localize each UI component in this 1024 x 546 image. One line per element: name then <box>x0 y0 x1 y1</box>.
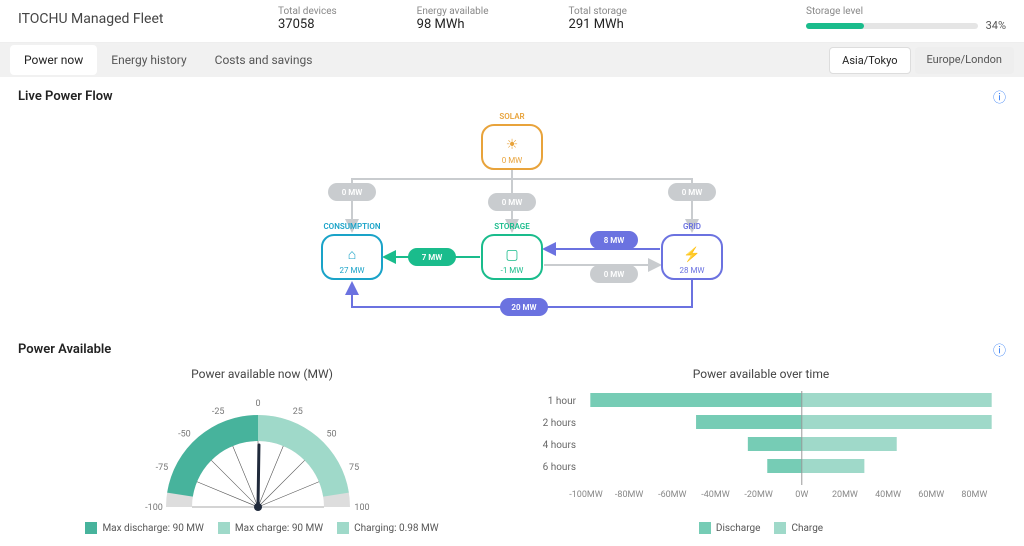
stat-label: Energy available <box>417 6 489 17</box>
timezone-asia-tokyo[interactable]: Asia/Tokyo <box>829 47 910 74</box>
svg-text:☀: ☀ <box>506 137 519 153</box>
overtime-title: Power available over time <box>516 367 1006 381</box>
svg-text:0W: 0W <box>795 490 808 500</box>
overtime-chart: 1 hour 2 hours 4 hours 6 hours -100MW -80MW -6… <box>516 385 1006 515</box>
legend-label: Charging: 0.98 MW <box>354 523 438 534</box>
svg-text:SOLAR: SOLAR <box>499 112 524 121</box>
svg-text:-100MW: -100MW <box>569 490 603 500</box>
storage-level-bar <box>806 23 978 29</box>
help-icon[interactable]: ⓘ <box>993 340 1006 359</box>
svg-text:-20MW: -20MW <box>744 490 772 500</box>
svg-text:28 MW: 28 MW <box>679 266 704 275</box>
svg-text:60MW: 60MW <box>918 490 944 500</box>
power-flow-diagram: SOLAR ☀ 0 MW CONSUMPTION ⌂ 27 MW STORAGE ▢ -1 MW… <box>262 112 762 322</box>
svg-text:7 MW: 7 MW <box>422 253 443 262</box>
stat-label: Storage level <box>806 6 1006 17</box>
storage-level-pct: 34% <box>986 19 1006 32</box>
help-icon[interactable]: ⓘ <box>993 87 1006 106</box>
stat-label: Total storage <box>569 6 627 17</box>
gauge-chart: -100 -75 -50 -25 0 25 50 75 100 <box>18 385 498 515</box>
svg-text:-1 MW: -1 MW <box>501 266 524 275</box>
section-title-power-available: Power Available <box>18 342 111 357</box>
svg-text:50: 50 <box>326 429 336 439</box>
svg-text:STORAGE: STORAGE <box>494 222 530 231</box>
svg-text:20MW: 20MW <box>832 490 858 500</box>
svg-text:▢: ▢ <box>505 247 518 263</box>
svg-text:0 MW: 0 MW <box>502 156 523 165</box>
legend-label: Max discharge: 90 MW <box>102 523 203 534</box>
svg-text:0: 0 <box>255 399 260 409</box>
svg-text:6 hours: 6 hours <box>543 462 576 473</box>
svg-text:-75: -75 <box>156 463 169 473</box>
svg-text:0 MW: 0 MW <box>502 198 523 207</box>
svg-text:-25: -25 <box>212 407 225 417</box>
svg-text:-100: -100 <box>145 503 163 513</box>
legend-label: Discharge <box>716 523 761 534</box>
top-stats-bar: ITOCHU Managed Fleet Total devices 37058… <box>0 0 1024 43</box>
svg-text:2 hours: 2 hours <box>543 418 576 429</box>
stat-energy-available: Energy available 98 MWh <box>417 6 489 32</box>
stat-value: 291 MWh <box>569 17 627 32</box>
brand-title: ITOCHU Managed Fleet <box>18 11 278 27</box>
stat-label: Total devices <box>278 6 337 17</box>
svg-text:1 hour: 1 hour <box>548 396 577 407</box>
section-title-flow: Live Power Flow <box>18 89 113 104</box>
svg-text:8 MW: 8 MW <box>604 236 625 245</box>
svg-text:⚡: ⚡ <box>683 246 700 263</box>
svg-text:80MW: 80MW <box>961 490 987 500</box>
svg-text:20 MW: 20 MW <box>511 303 536 312</box>
svg-text:-60MW: -60MW <box>658 490 686 500</box>
svg-text:0 MW: 0 MW <box>604 270 625 279</box>
svg-text:75: 75 <box>349 463 359 473</box>
gauge-title: Power available now (MW) <box>18 367 506 381</box>
svg-text:0 MW: 0 MW <box>342 188 363 197</box>
tab-energy-history[interactable]: Energy history <box>97 45 200 75</box>
svg-text:100: 100 <box>354 503 369 513</box>
tab-bar: Power nowEnergy historyCosts and savings… <box>0 43 1024 77</box>
stat-value: 37058 <box>278 17 337 32</box>
timezone-europe-london[interactable]: Europe/London <box>915 47 1015 74</box>
stat-value: 98 MWh <box>417 17 489 32</box>
stat-storage-level: Storage level 34% <box>806 6 1006 32</box>
overtime-legend: Discharge Charge <box>516 522 1006 534</box>
svg-text:0 MW: 0 MW <box>682 188 703 197</box>
legend-label: Max charge: 90 MW <box>235 523 323 534</box>
svg-text:40MW: 40MW <box>875 490 901 500</box>
svg-text:CONSUMPTION: CONSUMPTION <box>323 222 380 231</box>
stat-total-devices: Total devices 37058 <box>278 6 337 32</box>
svg-text:25: 25 <box>293 407 303 417</box>
legend-label: Charge <box>791 523 823 534</box>
svg-text:GRID: GRID <box>683 222 701 231</box>
svg-text:-40MW: -40MW <box>701 490 729 500</box>
stat-total-storage: Total storage 291 MWh <box>569 6 627 32</box>
svg-text:⌂: ⌂ <box>348 247 356 263</box>
gauge-legend: Max discharge: 90 MW Max charge: 90 MW C… <box>18 522 506 534</box>
tab-costs-and-savings[interactable]: Costs and savings <box>201 45 327 75</box>
svg-text:27 MW: 27 MW <box>339 266 364 275</box>
svg-text:-50: -50 <box>178 429 191 439</box>
svg-text:4 hours: 4 hours <box>543 440 576 451</box>
tab-power-now[interactable]: Power now <box>10 45 97 75</box>
svg-text:-80MW: -80MW <box>615 490 643 500</box>
